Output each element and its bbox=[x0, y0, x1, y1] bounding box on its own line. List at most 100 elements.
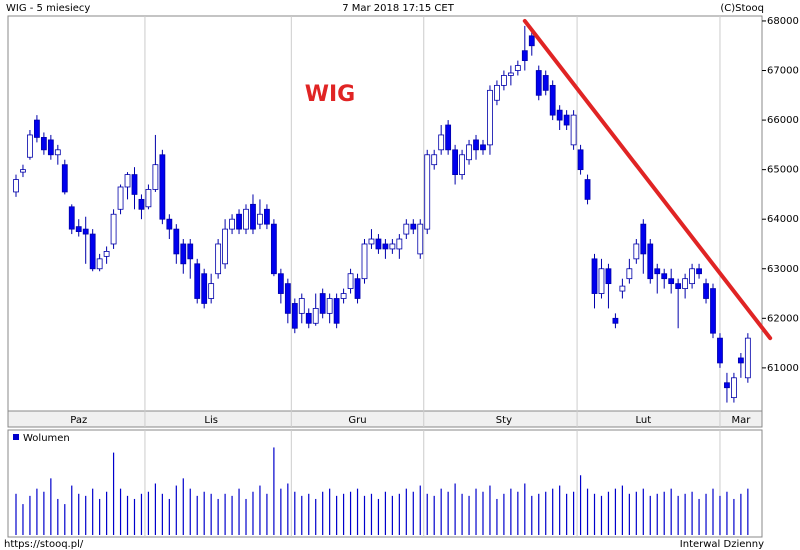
volume-bar bbox=[705, 493, 707, 535]
volume-bar bbox=[447, 491, 449, 535]
volume-bar bbox=[36, 488, 38, 535]
candle-body bbox=[250, 203, 256, 230]
candle-body bbox=[466, 144, 472, 161]
candle-body bbox=[13, 179, 19, 193]
candle-body bbox=[117, 186, 124, 210]
candle-body bbox=[361, 243, 368, 280]
volume-bar bbox=[496, 498, 498, 535]
volume-bar bbox=[273, 447, 275, 535]
volume-bar bbox=[15, 493, 17, 535]
volume-bar bbox=[182, 478, 184, 535]
volume-bar bbox=[503, 493, 505, 535]
volume-bar bbox=[482, 491, 484, 535]
candle-body bbox=[312, 308, 319, 324]
volume-bar bbox=[92, 488, 94, 535]
candle-body bbox=[194, 263, 201, 299]
candle-body bbox=[305, 312, 312, 324]
x-tick-label: Gru bbox=[348, 415, 366, 426]
volume-bar bbox=[106, 491, 108, 535]
volume-bar bbox=[189, 488, 191, 535]
candle-body bbox=[710, 288, 716, 334]
candle-body bbox=[417, 223, 424, 255]
volume-bar bbox=[280, 488, 282, 535]
candle-body bbox=[40, 137, 47, 151]
volume-bar bbox=[363, 495, 366, 535]
candle-body bbox=[507, 72, 514, 76]
candle-body bbox=[382, 243, 389, 250]
volume-bar bbox=[238, 488, 240, 535]
volume-bar bbox=[370, 493, 373, 535]
candle-body bbox=[375, 238, 382, 250]
volume-bar bbox=[231, 495, 233, 535]
volume-bar bbox=[112, 452, 115, 535]
candle-body bbox=[584, 179, 591, 200]
candle-body bbox=[661, 273, 668, 280]
volume-bar bbox=[322, 491, 324, 535]
volume-bar bbox=[573, 491, 575, 535]
candle-body bbox=[556, 109, 563, 121]
candle-body bbox=[480, 144, 486, 151]
volume-bar bbox=[670, 488, 672, 535]
volume-bar bbox=[419, 485, 421, 535]
credit: (C)Stooq bbox=[720, 3, 764, 14]
candle-body bbox=[284, 283, 291, 314]
volume-bar bbox=[224, 493, 226, 535]
volume-bar bbox=[315, 498, 317, 535]
candle-body bbox=[152, 164, 159, 190]
volume-bar bbox=[691, 491, 693, 535]
volume-bar bbox=[489, 485, 491, 535]
candle-body bbox=[215, 243, 222, 275]
candle-body bbox=[389, 243, 396, 250]
volume-bar bbox=[22, 504, 24, 535]
volume-bar bbox=[405, 488, 407, 535]
y-tick-label: 66000 bbox=[767, 115, 799, 126]
y-tick-label: 65000 bbox=[767, 165, 799, 176]
volume-bar bbox=[384, 491, 387, 535]
volume-bar bbox=[217, 498, 219, 535]
x-tick-label: Paz bbox=[70, 415, 87, 426]
footer-left: https://stooq.pl/ bbox=[4, 539, 84, 550]
candle-body bbox=[668, 278, 675, 285]
volume-bar bbox=[552, 488, 554, 535]
candle-body bbox=[75, 226, 82, 232]
candle-body bbox=[452, 149, 459, 175]
volume-bar bbox=[119, 488, 122, 535]
volume-bar bbox=[85, 495, 87, 535]
volume-bar bbox=[747, 488, 749, 535]
volume-bar bbox=[538, 493, 540, 535]
volume-bar bbox=[740, 493, 742, 535]
candle-body bbox=[347, 273, 354, 289]
volume-bar bbox=[147, 491, 150, 535]
volume-bar bbox=[50, 478, 52, 535]
candle-body bbox=[654, 268, 661, 275]
x-tick-label: Lut bbox=[635, 415, 651, 426]
y-tick-label: 62000 bbox=[767, 313, 799, 324]
volume-bar bbox=[628, 493, 630, 535]
volume-bar bbox=[635, 491, 637, 535]
candle-body bbox=[717, 337, 723, 364]
candle-body bbox=[124, 174, 131, 188]
candle-body bbox=[549, 84, 556, 116]
volume-bar bbox=[726, 491, 728, 535]
candle-body bbox=[744, 337, 751, 379]
candle-body bbox=[514, 65, 521, 71]
volume-bar bbox=[733, 498, 735, 535]
candle-body bbox=[410, 223, 417, 230]
candle-body bbox=[459, 154, 465, 175]
price-panel bbox=[7, 15, 763, 412]
x-tick-label: Mar bbox=[731, 415, 751, 426]
volume-bar bbox=[475, 488, 477, 535]
candle-body bbox=[236, 213, 242, 230]
volume-bar bbox=[566, 493, 568, 535]
candle-body bbox=[438, 134, 445, 151]
candle-body bbox=[110, 213, 117, 245]
volume-bar bbox=[440, 488, 442, 535]
legend-label: Wolumen bbox=[23, 433, 70, 444]
candle-body bbox=[598, 268, 605, 294]
candle-body bbox=[542, 75, 549, 91]
candle-body bbox=[703, 283, 709, 299]
candle-body bbox=[222, 228, 229, 265]
candle-body bbox=[724, 382, 730, 389]
candle-body bbox=[591, 258, 598, 294]
candle-body bbox=[138, 198, 145, 210]
